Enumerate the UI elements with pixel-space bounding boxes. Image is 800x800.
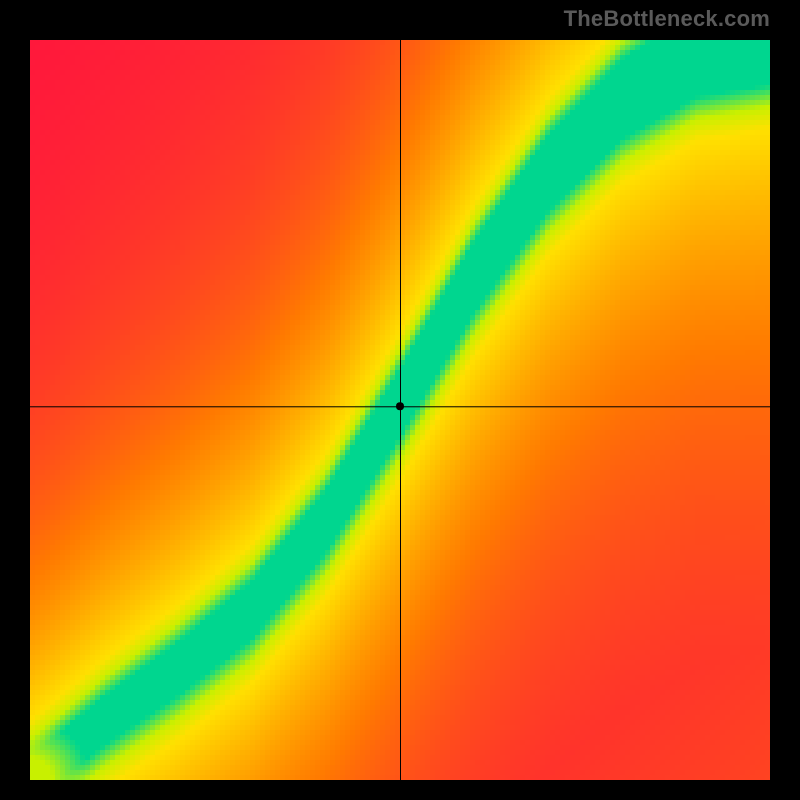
watermark-text: TheBottleneck.com	[564, 6, 770, 32]
heatmap-canvas	[30, 40, 770, 780]
heatmap-plot-area	[30, 40, 770, 780]
chart-container: { "watermark": { "text": "TheBottleneck.…	[0, 0, 800, 800]
